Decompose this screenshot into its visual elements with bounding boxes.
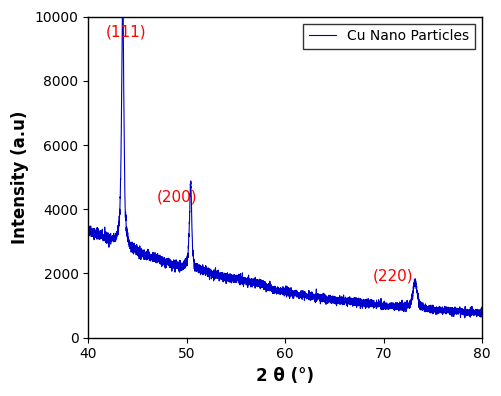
Text: (111): (111) — [105, 24, 146, 39]
Cu Nano Particles — [408, 297, 414, 302]
Line: Cu Nano Particles: Cu Nano Particles — [88, 0, 481, 318]
Legend: Cu Nano Particles: Cu Nano Particles — [303, 23, 474, 49]
X-axis label: 2 θ (°): 2 θ (°) — [256, 367, 314, 385]
Cu Nano Particles — [85, 226, 91, 231]
Cu Nano Particles — [321, 296, 327, 301]
Y-axis label: Intensity (a.u): Intensity (a.u) — [11, 110, 29, 244]
Cu Nano Particles — [235, 272, 241, 276]
Cu Nano Particles — [156, 253, 162, 257]
Cu Nano Particles — [119, 0, 125, 3]
Text: (200): (200) — [156, 189, 197, 204]
Cu Nano Particles — [341, 297, 347, 302]
Cu Nano Particles — [478, 312, 484, 317]
Text: (220): (220) — [372, 268, 413, 283]
Cu Nano Particles — [461, 316, 467, 320]
Cu Nano Particles — [378, 304, 384, 309]
